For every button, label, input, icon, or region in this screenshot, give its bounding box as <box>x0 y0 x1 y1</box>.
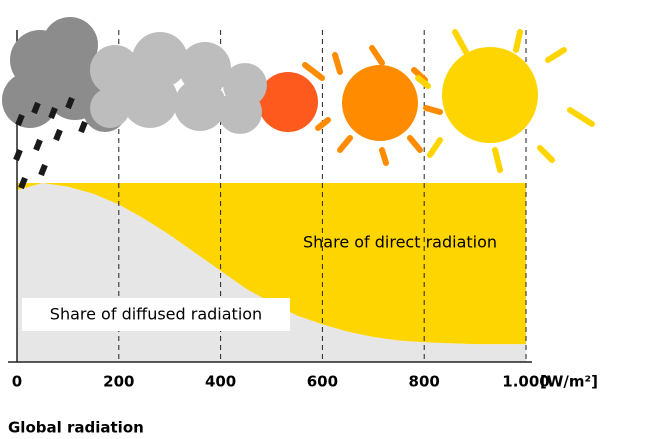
x-tick-label: 1.000 <box>502 373 549 391</box>
annotation: Share of diffused radiation <box>50 305 262 324</box>
illustration <box>2 17 592 188</box>
x-tick-label: 600 <box>307 373 338 391</box>
x-tick-label: 0 <box>12 373 22 391</box>
x-tick-label: 200 <box>103 373 134 391</box>
x-axis-title: Global radiation <box>8 419 144 437</box>
chart: Share of diffused radiation Share of dir… <box>0 0 645 439</box>
x-tick-label: 400 <box>205 373 236 391</box>
annotation: Share of direct radiation <box>303 233 497 252</box>
x-tick-label: 800 <box>409 373 440 391</box>
